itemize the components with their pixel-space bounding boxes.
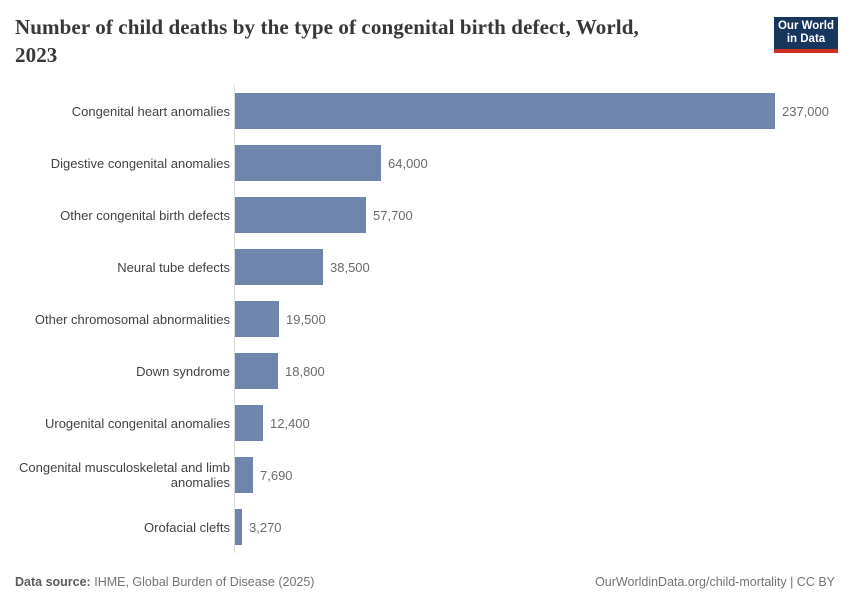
bar-row: Urogenital congenital anomalies 12,400 [0, 397, 850, 449]
bar-value-label: 7,690 [260, 467, 293, 483]
page-title-line2: 2023 [15, 43, 58, 67]
bar-category-label: Urogenital congenital anomalies [44, 415, 230, 431]
bar[interactable] [235, 301, 279, 337]
bar-track: 38,500 [234, 241, 850, 293]
bar-row: Other congenital birth defects 57,700 [0, 189, 850, 241]
bar-category-label: Congenital musculoskeletal and limb anom… [18, 460, 230, 490]
bar-value-label: 3,270 [249, 519, 282, 535]
bar-category-label: Orofacial clefts [144, 519, 230, 535]
chart-footer: Data source: IHME, Global Burden of Dise… [15, 575, 835, 589]
bar-value-label: 57,700 [373, 207, 413, 223]
bar-value-label: 12,400 [270, 415, 310, 431]
bar[interactable] [235, 353, 278, 389]
bar-row: Congenital heart anomalies 237,000 [0, 85, 850, 137]
bar[interactable] [235, 405, 263, 441]
footer-credit: OurWorldinData.org/child-mortality | CC … [595, 575, 835, 589]
bar-track: 12,400 [234, 397, 850, 449]
bar-row: Orofacial clefts 3,270 [0, 501, 850, 553]
bar-track: 64,000 [234, 137, 850, 189]
bar-category-label: Other chromosomal abnormalities [34, 311, 230, 327]
bar-row: Down syndrome 18,800 [0, 345, 850, 397]
bar-value-label: 237,000 [782, 103, 829, 119]
bar-value-label: 64,000 [388, 155, 428, 171]
bar-value-label: 38,500 [330, 259, 370, 275]
bar-row: Digestive congenital anomalies 64,000 [0, 137, 850, 189]
bar-row: Neural tube defects 38,500 [0, 241, 850, 293]
owid-logo-line2: in Data [786, 33, 826, 45]
bar-track: 19,500 [234, 293, 850, 345]
bar-track: 237,000 [234, 85, 850, 137]
bar-category-label: Other congenital birth defects [60, 207, 230, 223]
bar-chart: Congenital heart anomalies 237,000 Digesti… [0, 85, 850, 553]
bar[interactable] [235, 509, 242, 545]
bar-category-label: Digestive congenital anomalies [50, 155, 230, 171]
bar-value-label: 18,800 [285, 363, 325, 379]
owid-logo-line1: Our World [777, 20, 834, 32]
bar[interactable] [235, 93, 775, 129]
bar-value-label: 19,500 [286, 311, 326, 327]
bar-category-label: Congenital heart anomalies [71, 103, 230, 119]
page-title: Number of child deaths by the type of co… [15, 13, 639, 69]
bar-row: Other chromosomal abnormalities 19,500 [0, 293, 850, 345]
bar[interactable] [235, 457, 253, 493]
chart-header: Number of child deaths by the type of co… [0, 0, 850, 85]
bar-track: 7,690 [234, 449, 850, 501]
owid-logo: Our World in Data [774, 17, 838, 53]
bar-row: Congenital musculoskeletal and limb anom… [0, 449, 850, 501]
footer-separator: | [790, 575, 794, 589]
data-source-label: Data source: [15, 575, 91, 589]
bar[interactable] [235, 249, 323, 285]
bar-track: 3,270 [234, 501, 850, 553]
bar-track: 57,700 [234, 189, 850, 241]
page-title-line1: Number of child deaths by the type of co… [15, 15, 639, 39]
data-source: Data source: IHME, Global Burden of Dise… [15, 575, 314, 589]
bar-track: 18,800 [234, 345, 850, 397]
bar[interactable] [235, 145, 381, 181]
footer-link: OurWorldinData.org/child-mortality [595, 575, 787, 589]
bar-category-label: Down syndrome [136, 363, 230, 379]
data-source-text: IHME, Global Burden of Disease (2025) [94, 575, 315, 589]
bar-category-label: Neural tube defects [117, 259, 230, 275]
bar-rows: Congenital heart anomalies 237,000 Digesti… [0, 85, 850, 553]
footer-license: CC BY [796, 575, 835, 589]
bar[interactable] [235, 197, 366, 233]
